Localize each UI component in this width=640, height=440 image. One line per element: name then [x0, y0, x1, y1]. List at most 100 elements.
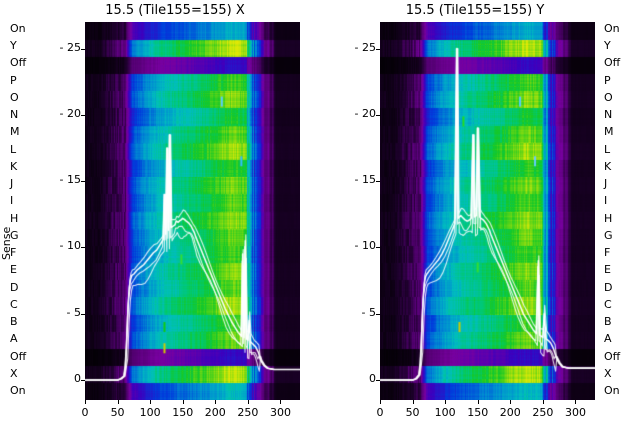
left-category-2: Off	[10, 56, 27, 70]
left-category-0: On	[10, 22, 26, 35]
right-category-0: On	[604, 22, 620, 35]
ytick-1-3: - 15	[354, 173, 376, 187]
ytick-mark-1-5	[376, 48, 380, 50]
right-category-18: A	[604, 332, 612, 346]
ytick-0-3: - 15	[59, 173, 81, 187]
right-category-6: M	[604, 125, 614, 139]
panel-y-plot	[380, 22, 595, 400]
xtick-1-0: 0	[376, 406, 384, 419]
ytick-mark-1-0	[376, 380, 380, 382]
xtick-mark-0-2	[150, 400, 152, 404]
ytick-0-2: - 10	[59, 239, 81, 253]
left-category-7: L	[10, 142, 17, 156]
xtick-mark-0-3	[182, 400, 184, 404]
xtick-0-2: 100	[139, 406, 161, 419]
right-category-7: L	[604, 142, 611, 156]
left-category-17: B	[10, 315, 18, 329]
ytick-mark-0-0	[81, 380, 85, 382]
xtick-1-6: 300	[564, 406, 586, 419]
panel-x-trace	[85, 22, 300, 400]
panel-x: 15.5 (Tile155=155) X	[85, 3, 300, 400]
right-category-10: I	[604, 194, 608, 208]
right-category-8: K	[604, 159, 612, 173]
right-category-9: J	[604, 177, 608, 191]
right-category-14: E	[604, 263, 611, 277]
ytick-mark-0-2	[81, 247, 85, 249]
right-category-5: N	[604, 108, 613, 122]
right-category-13: F	[604, 246, 611, 260]
xtick-mark-0-5	[247, 400, 249, 404]
right-category-4: O	[604, 90, 613, 104]
xtick-0-0: 0	[81, 406, 89, 419]
ytick-mark-0-4	[81, 114, 85, 116]
right-category-15: D	[604, 280, 613, 294]
right-category-21: On	[604, 384, 620, 397]
right-category-12: G	[604, 228, 613, 242]
right-category-1: Y	[604, 39, 611, 53]
ytick-1-2: - 10	[354, 239, 376, 253]
xtick-mark-1-4	[510, 400, 512, 404]
ytick-1-5: - 25	[354, 40, 376, 54]
xtick-mark-1-3	[477, 400, 479, 404]
left-category-10: I	[10, 194, 14, 208]
xtick-mark-1-0	[380, 400, 381, 404]
ytick-1-4: - 20	[354, 106, 376, 120]
ytick-mark-0-5	[81, 48, 85, 50]
left-category-5: N	[10, 108, 19, 122]
left-category-6: M	[10, 125, 20, 139]
ytick-mark-1-4	[376, 114, 380, 116]
xtick-0-6: 300	[269, 406, 291, 419]
left-category-12: G	[10, 228, 19, 242]
xtick-0-4: 200	[204, 406, 226, 419]
ytick-mark-0-3	[81, 181, 85, 183]
left-category-11: H	[10, 211, 19, 225]
right-category-17: B	[604, 315, 612, 329]
left-category-20: X	[10, 366, 18, 380]
right-category-2: Off	[604, 56, 621, 70]
xtick-1-4: 200	[499, 406, 521, 419]
right-category-16: C	[604, 297, 612, 311]
ytick-0-4: - 20	[59, 106, 81, 120]
right-category-3: P	[604, 73, 611, 87]
xtick-mark-1-5	[542, 400, 544, 404]
left-category-3: P	[10, 73, 17, 87]
left-category-19: Off	[10, 349, 27, 363]
ytick-0-1: - 5	[66, 305, 81, 319]
panel-y: 15.5 (Tile155=155) Y	[320, 0, 640, 440]
left-category-14: E	[10, 263, 17, 277]
left-category-16: C	[10, 297, 18, 311]
left-category-15: D	[10, 280, 19, 294]
xtick-1-3: 150	[467, 406, 489, 419]
left-category-21: On	[10, 384, 26, 397]
right-category-20: X	[604, 366, 612, 380]
ytick-0-5: - 25	[59, 40, 81, 54]
ytick-0-0: 0	[74, 372, 81, 386]
xtick-0-1: 50	[110, 406, 125, 419]
left-category-18: A	[10, 332, 18, 346]
xtick-0-5: 250	[237, 406, 259, 419]
left-category-13: F	[10, 246, 17, 260]
xtick-1-5: 250	[532, 406, 554, 419]
ytick-mark-1-2	[376, 247, 380, 249]
xtick-1-2: 100	[434, 406, 456, 419]
xtick-mark-1-6	[575, 400, 577, 404]
xtick-mark-0-4	[215, 400, 217, 404]
xtick-mark-0-0	[85, 400, 86, 404]
left-category-1: Y	[10, 39, 17, 53]
panel-x-plot	[85, 22, 300, 400]
ytick-mark-1-3	[376, 181, 380, 183]
xtick-mark-0-6	[280, 400, 282, 404]
right-category-11: H	[604, 211, 613, 225]
xtick-mark-1-2	[445, 400, 447, 404]
left-category-8: K	[10, 159, 18, 173]
xtick-1-1: 50	[405, 406, 420, 419]
right-category-19: Off	[604, 349, 621, 363]
panel-x-title: 15.5 (Tile155=155) X	[105, 3, 245, 18]
left-category-9: J	[10, 177, 14, 191]
ytick-1-0: 0	[369, 372, 376, 386]
ytick-mark-0-1	[81, 313, 85, 315]
ytick-mark-1-1	[376, 313, 380, 315]
left-category-4: O	[10, 90, 19, 104]
panel-y-trace	[380, 22, 595, 400]
